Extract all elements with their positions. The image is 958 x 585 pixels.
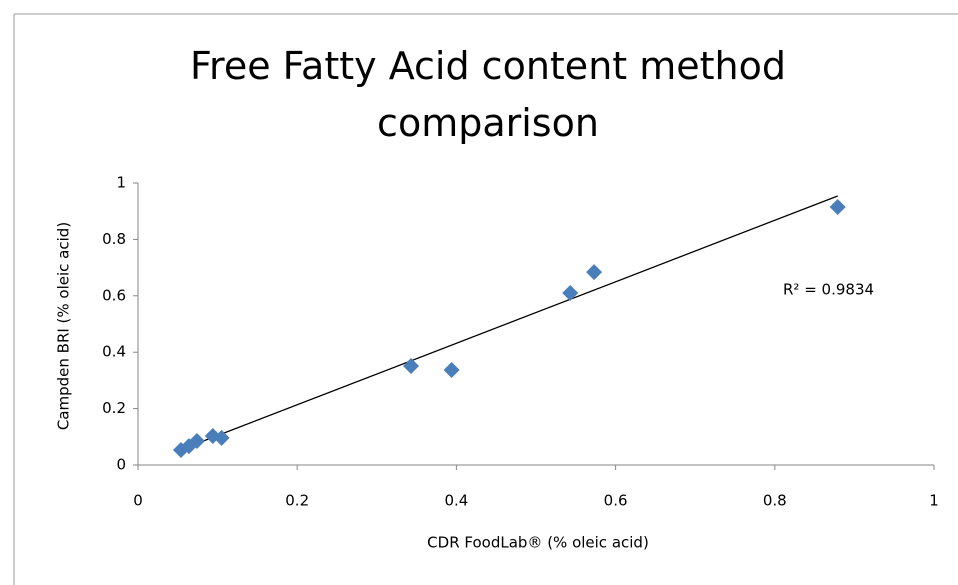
y-tick-label: 0.8	[102, 230, 126, 248]
y-axis-label: Campden BRI (% oleic acid)	[55, 222, 73, 430]
x-tick-label: 0.6	[604, 492, 628, 510]
x-tick-label: 0.2	[285, 492, 309, 510]
x-tick-label: 0.4	[444, 492, 468, 510]
data-point	[586, 264, 603, 281]
data-point	[443, 361, 460, 378]
trendline	[177, 195, 838, 452]
x-axis-label: CDR FoodLab® (% oleic acid)	[427, 534, 649, 552]
data-point	[403, 358, 420, 375]
y-tick-label: 0.6	[102, 286, 126, 304]
data-point	[562, 284, 579, 301]
data-point	[829, 198, 846, 215]
r-squared: R² = 0.9834	[783, 281, 874, 299]
data-point	[188, 433, 205, 450]
y-tick-label: 0.2	[102, 399, 126, 417]
y-tick-label: 1	[116, 174, 126, 192]
x-tick-label: 0.8	[763, 492, 787, 510]
y-tick-label: 0	[116, 456, 126, 474]
x-tick-label: 0	[133, 492, 143, 510]
data-point	[213, 429, 230, 446]
x-tick-label: 1	[929, 492, 939, 510]
y-tick-label: 0.4	[102, 343, 126, 361]
chart-title: Free Fatty Acid content method compariso…	[189, 44, 787, 145]
